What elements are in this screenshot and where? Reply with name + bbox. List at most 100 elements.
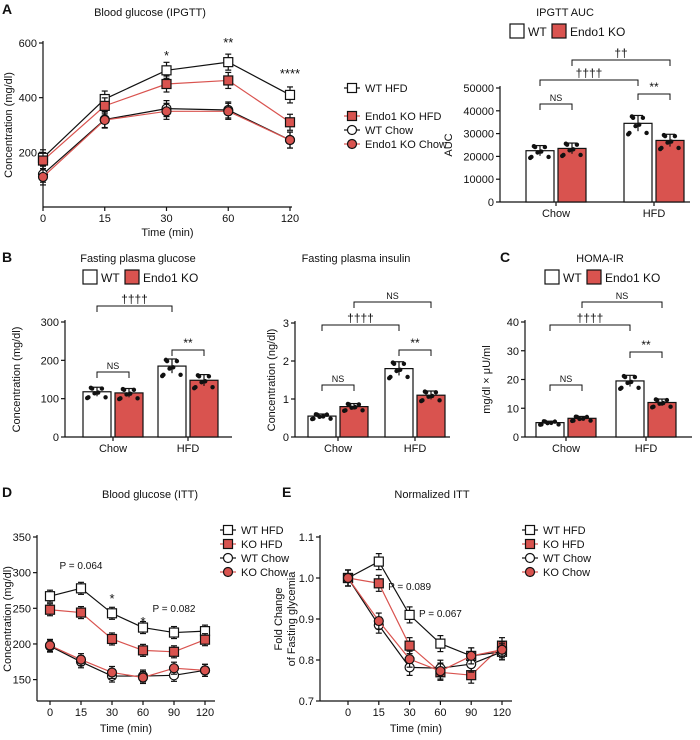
- legend-swatch: [82, 269, 98, 285]
- y-tick-label: 150: [13, 675, 31, 687]
- individual-point: [86, 395, 91, 400]
- legend-marker: [346, 124, 358, 136]
- y-tick-label: 200: [41, 355, 59, 367]
- individual-point: [574, 414, 580, 420]
- individual-point: [661, 400, 666, 406]
- x-tick-label: Chow: [542, 208, 570, 220]
- legend-swatch: [586, 269, 602, 285]
- data-point: [168, 663, 180, 674]
- legend-marker: [222, 538, 234, 550]
- individual-point: [662, 133, 668, 139]
- y-tick-label: 1: [283, 394, 289, 406]
- individual-point: [391, 361, 397, 367]
- individual-point: [193, 385, 198, 390]
- y-axis-label: Concentration (mg/dl): [3, 72, 15, 178]
- y-tick-label: 600: [19, 38, 37, 50]
- individual-point: [571, 147, 576, 152]
- data-point: [44, 591, 56, 602]
- bar: [615, 380, 645, 438]
- individual-point: [349, 405, 354, 410]
- significance-annotation: *: [109, 591, 114, 606]
- significance-annotation: NS: [386, 291, 399, 301]
- individual-point: [121, 387, 127, 393]
- significance-bracket: [96, 371, 130, 378]
- series-line: [347, 577, 503, 676]
- individual-point: [664, 397, 670, 403]
- y-tick-label: 0: [513, 432, 519, 444]
- legend-label: KO Chow: [241, 567, 288, 579]
- series-line: [49, 644, 206, 679]
- legend-label: Endo1 KO: [143, 271, 198, 285]
- significance-annotation: *: [140, 614, 145, 629]
- x-tick-label: 30: [403, 707, 415, 719]
- legend-marker: [524, 566, 536, 578]
- individual-point: [206, 374, 212, 379]
- individual-point: [398, 367, 403, 372]
- legend-label: Endo1 KO: [605, 271, 660, 285]
- significance-bracket: [581, 301, 663, 308]
- significance-annotation: P = 0.067: [419, 609, 462, 620]
- individual-point: [571, 418, 576, 423]
- individual-point: [343, 408, 348, 413]
- x-tick-label: 120: [281, 213, 299, 225]
- legend-label: WT HFD: [543, 525, 586, 537]
- data-point: [168, 627, 180, 638]
- individual-point: [430, 393, 435, 399]
- individual-point: [676, 145, 681, 151]
- individual-point: [535, 150, 540, 155]
- significance-bracket: [549, 324, 631, 331]
- individual-point: [353, 404, 358, 410]
- y-tick-label: 300: [41, 317, 59, 329]
- individual-point: [311, 416, 316, 421]
- data-point: [496, 644, 508, 655]
- data-point: [466, 650, 477, 662]
- individual-point: [665, 140, 670, 145]
- individual-point: [437, 398, 442, 403]
- significance-bracket: [171, 349, 205, 356]
- individual-point: [324, 412, 330, 417]
- x-axis-label: Time (min): [100, 723, 152, 735]
- individual-point: [657, 401, 662, 406]
- legend-marker: [222, 552, 234, 564]
- individual-point: [630, 115, 636, 121]
- y-tick-label: 200: [13, 639, 31, 651]
- significance-annotation: NS: [550, 93, 563, 103]
- series-line: [347, 577, 503, 669]
- data-point: [75, 583, 87, 594]
- significance-bracket: [539, 79, 639, 86]
- individual-point: [89, 386, 95, 391]
- data-point: [106, 608, 118, 619]
- significance-bracket: [637, 93, 671, 100]
- individual-point: [321, 414, 326, 419]
- individual-point: [426, 394, 431, 399]
- y-tick-label: 3: [283, 318, 289, 330]
- legend-swatch: [124, 269, 140, 285]
- y-tick-label: 0: [283, 432, 289, 444]
- individual-point: [640, 115, 646, 121]
- x-tick-label: 30: [160, 213, 172, 225]
- individual-point: [356, 402, 362, 407]
- significance-bracket: [629, 351, 663, 358]
- significance-annotation: NS: [332, 374, 345, 384]
- individual-point: [405, 374, 410, 380]
- x-tick-label: 30: [106, 707, 118, 719]
- data-point: [435, 638, 446, 649]
- significance-annotation: ††: [614, 46, 627, 60]
- x-tick-label: 90: [465, 707, 477, 719]
- data-point: [284, 89, 296, 101]
- chart-title: IPGTT AUC: [536, 7, 594, 19]
- individual-point: [644, 130, 649, 136]
- x-tick-label: HFD: [177, 443, 200, 455]
- individual-point: [574, 142, 580, 147]
- data-point: [37, 171, 49, 183]
- data-point: [373, 578, 384, 589]
- x-tick-label: HFD: [404, 443, 427, 455]
- significance-bracket: [353, 301, 432, 308]
- y-tick-label: 30000: [463, 129, 494, 141]
- series-line: [49, 587, 206, 634]
- x-tick-label: HFD: [643, 208, 666, 220]
- panel-label: B: [2, 249, 12, 265]
- legend-swatch: [544, 269, 560, 285]
- chart-title: Fasting plasma glucose: [80, 253, 196, 265]
- individual-point: [401, 361, 407, 367]
